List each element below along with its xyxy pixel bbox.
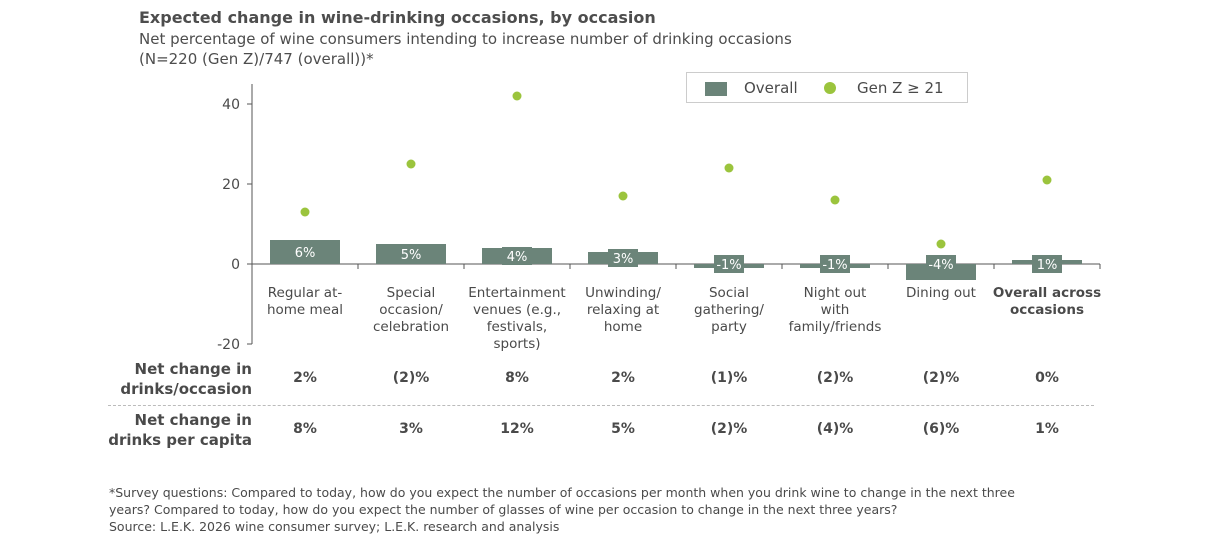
bar-data-label: 3% bbox=[613, 252, 634, 267]
bar-label-bg bbox=[820, 255, 850, 273]
table-cell: 2% bbox=[611, 370, 635, 386]
y-tick-label: 20 bbox=[222, 177, 240, 193]
bar-data-label: 6% bbox=[295, 246, 316, 261]
table-cell: 8% bbox=[293, 421, 317, 437]
chart-subtitle: Net percentage of wine consumers intendi… bbox=[139, 30, 792, 48]
bar-data-label: 5% bbox=[401, 248, 422, 263]
table-cell: (1)% bbox=[710, 370, 748, 386]
bar-label-bg bbox=[608, 249, 638, 267]
row-label-drinks-per-occasion: Net change in drinks/occasion bbox=[120, 360, 252, 398]
bar-label-bg bbox=[502, 247, 532, 265]
table-cell: 0% bbox=[1035, 370, 1059, 386]
table-cell: 12% bbox=[500, 421, 534, 437]
x-category-label: Social gathering/ party bbox=[694, 285, 764, 335]
table-divider bbox=[108, 405, 1094, 406]
x-category-label: Entertainment venues (e.g., festivals, s… bbox=[468, 285, 566, 352]
y-tick-label: 0 bbox=[231, 257, 240, 273]
dot-genz bbox=[936, 239, 946, 249]
footnote-line-1: *Survey questions: Compared to today, ho… bbox=[109, 485, 1015, 500]
chart-sample-note: (N=220 (Gen Z)/747 (overall))* bbox=[139, 50, 374, 68]
table-cell: (4)% bbox=[816, 421, 854, 437]
y-tick-label: -20 bbox=[217, 337, 240, 353]
table-cell: (2)% bbox=[816, 370, 854, 386]
bar-data-label: -1% bbox=[822, 258, 847, 273]
legend-swatch-genz bbox=[824, 82, 836, 94]
bar-label-bg bbox=[396, 245, 426, 263]
table-cell: 8% bbox=[505, 370, 529, 386]
table-cell: (2)% bbox=[922, 370, 960, 386]
x-category-label: Unwinding/ relaxing at home bbox=[585, 285, 661, 335]
table-cell: 2% bbox=[293, 370, 317, 386]
bar-label-bg bbox=[290, 243, 320, 261]
dot-genz bbox=[1042, 175, 1052, 185]
dot-genz bbox=[512, 91, 522, 101]
row-label-drinks-per-capita: Net change in drinks per capita bbox=[108, 411, 252, 449]
x-category-label: Dining out bbox=[906, 285, 976, 301]
bar-label-bg bbox=[1032, 255, 1062, 273]
x-category-label: Night out with family/friends bbox=[788, 285, 882, 335]
bar-data-label: 4% bbox=[507, 250, 528, 265]
x-category-label: Overall across occasions bbox=[992, 285, 1102, 318]
table-cell: 5% bbox=[611, 421, 635, 437]
dot-genz bbox=[830, 195, 840, 205]
table-cell: 3% bbox=[399, 421, 423, 437]
dot-genz bbox=[300, 207, 310, 217]
legend: Overall Gen Z ≥ 21 bbox=[686, 72, 968, 103]
bar-data-label: -4% bbox=[928, 258, 953, 273]
legend-label-genz: Gen Z ≥ 21 bbox=[857, 79, 944, 97]
bar-label-bg bbox=[926, 255, 956, 273]
bar-label-bg bbox=[714, 255, 744, 273]
legend-swatch-overall bbox=[705, 82, 727, 96]
footnote-line-2: years? Compared to today, how do you exp… bbox=[109, 502, 898, 517]
bar-data-label: -1% bbox=[716, 258, 741, 273]
table-cell: (2)% bbox=[710, 421, 748, 437]
chart-title: Expected change in wine-drinking occasio… bbox=[139, 8, 656, 27]
table-cell: (2)% bbox=[392, 370, 430, 386]
dot-genz bbox=[618, 191, 628, 201]
source-note: Source: L.E.K. 2026 wine consumer survey… bbox=[109, 519, 560, 534]
x-category-label: Regular at- home meal bbox=[266, 285, 344, 318]
dot-genz bbox=[724, 163, 734, 173]
y-tick-label: 40 bbox=[222, 97, 240, 113]
legend-label-overall: Overall bbox=[744, 79, 798, 97]
bar-data-label: 1% bbox=[1037, 258, 1058, 273]
table-cell: 1% bbox=[1035, 421, 1059, 437]
x-category-label: Special occasion/ celebration bbox=[372, 285, 450, 335]
table-cell: (6)% bbox=[922, 421, 960, 437]
dot-genz bbox=[406, 159, 416, 169]
